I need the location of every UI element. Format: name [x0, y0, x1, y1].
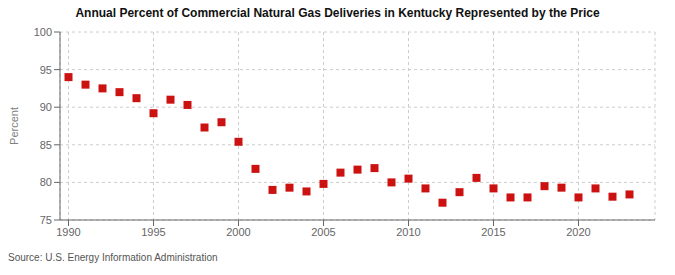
svg-text:2020: 2020	[566, 226, 590, 238]
html-text:Annual Percent of Commercial N: Annual Percent of Commercial Natural Gas…	[75, 6, 600, 20]
svg-text:2005: 2005	[311, 226, 335, 238]
svg-text:95: 95	[40, 64, 52, 76]
svg-text:2015: 2015	[481, 226, 505, 238]
svg-text:85: 85	[40, 139, 52, 151]
html-text:Source: U.S. Energy Informatio: Source: U.S. Energy Information Administ…	[8, 252, 218, 263]
svg-text:80: 80	[40, 176, 52, 188]
svg-text:1995: 1995	[141, 226, 165, 238]
svg-text:2000: 2000	[226, 226, 250, 238]
svg-text:75: 75	[40, 214, 52, 226]
svg-text:2010: 2010	[396, 226, 420, 238]
svg-text:90: 90	[40, 101, 52, 113]
svg-text:100: 100	[34, 26, 52, 38]
svg-text:1990: 1990	[56, 226, 80, 238]
svg-text:Percent: Percent	[8, 107, 20, 145]
